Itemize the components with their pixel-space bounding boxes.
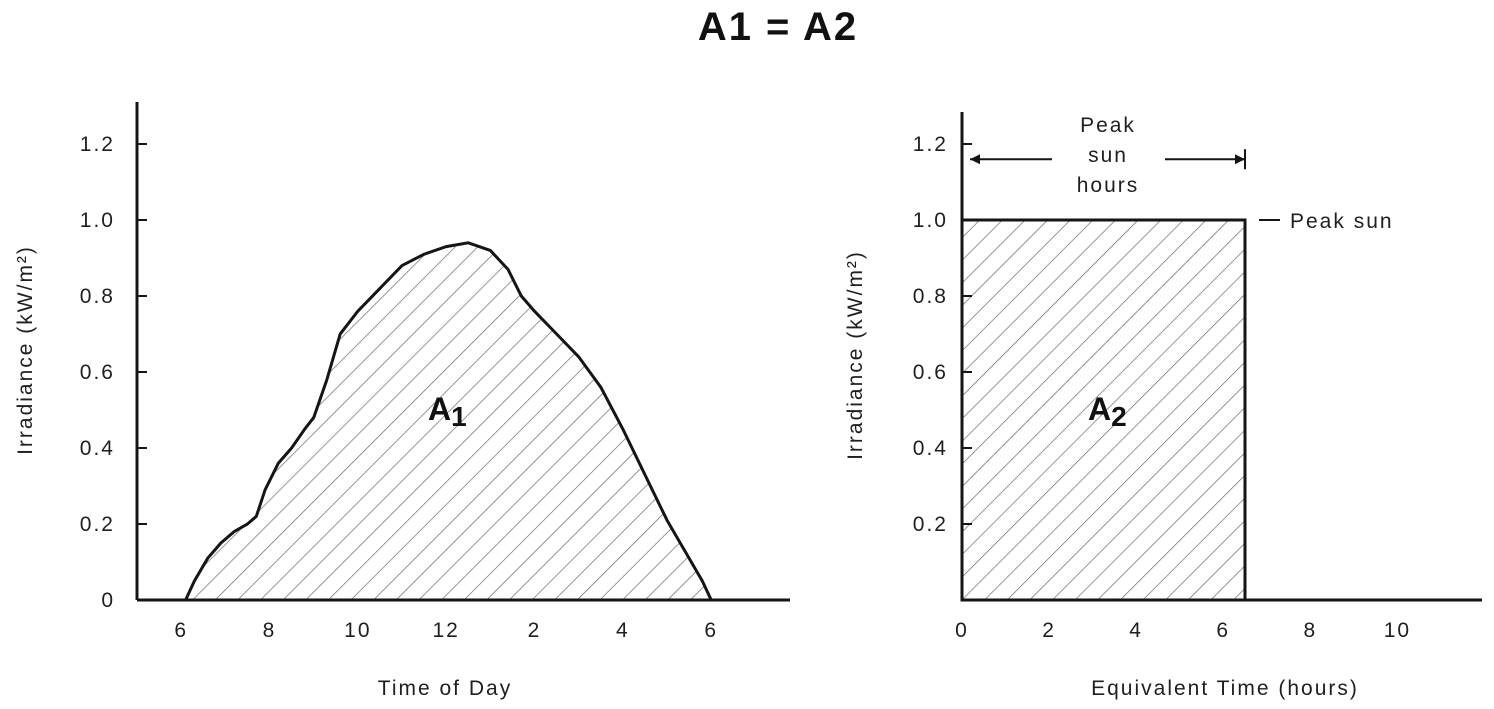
left-chart-x-tick-label: 4 [616, 619, 630, 642]
right-chart-x-ticks: 0 2 4 6 8 10 [955, 619, 1411, 642]
left-chart-area-label-letter: A [428, 391, 451, 427]
left-chart-y-tick-label: 0.8 [80, 285, 115, 308]
right-chart-y-ticks: 0.2 0.4 0.6 0.8 1.0 1.2 [913, 133, 972, 536]
right-chart-y-tick-label: 0.4 [913, 437, 948, 460]
left-chart-y-tick-label: 1.0 [80, 209, 115, 232]
left-chart-x-tick-label: 2 [528, 619, 542, 642]
right-chart-y-tick-label: 1.0 [913, 209, 948, 232]
peak-sun-hours-arrowhead-right [1235, 154, 1245, 165]
figure-title: A1 = A2 [698, 5, 858, 49]
left-chart: 0 0.2 0.4 0.6 0.8 1.0 1.2 6 8 10 12 2 4 6 Time of Da… [14, 102, 790, 700]
left-chart-irradiance-area [183, 241, 714, 602]
left-chart-x-tick-label: 6 [174, 619, 188, 642]
left-chart-x-tick-label: 6 [704, 619, 718, 642]
peak-sun-hours-label-line-2: sun [1088, 144, 1128, 167]
left-chart-x-tick-label: 10 [344, 619, 371, 642]
right-chart-area-label-subscript: 2 [1111, 401, 1127, 432]
left-chart-x-tick-label: 12 [432, 619, 459, 642]
left-chart-y-tick-label: 0.2 [80, 513, 115, 536]
right-chart-x-tick-label: 4 [1129, 619, 1143, 642]
left-chart-y-tick-label: 1.2 [80, 133, 115, 156]
left-chart-area-label-subscript: 1 [451, 401, 467, 432]
right-chart-y-tick-label: 0.8 [913, 285, 948, 308]
left-chart-y-ticks: 0 0.2 0.4 0.6 0.8 1.0 1.2 [80, 133, 147, 612]
left-chart-x-axis-title: Time of Day [378, 677, 512, 700]
right-chart-x-tick-label: 6 [1216, 619, 1230, 642]
right-chart: 0.2 0.4 0.6 0.8 1.0 1.2 0 2 4 6 8 10 Equivalent Ti… [844, 112, 1482, 700]
left-chart-x-ticks: 6 8 10 12 2 4 6 [174, 619, 718, 642]
peak-sun-hours-arrowhead-left [970, 154, 980, 165]
right-chart-y-axis-title: Irradiance (kW/m²) [844, 250, 867, 460]
left-chart-y-tick-label: 0.6 [80, 361, 115, 384]
left-chart-y-axis-title: Irradiance (kW/m²) [14, 245, 37, 455]
right-chart-y-tick-label: 0.6 [913, 361, 948, 384]
left-chart-x-tick-label: 8 [263, 619, 277, 642]
right-chart-x-tick-label: 10 [1384, 619, 1411, 642]
left-chart-y-tick-label: 0.4 [80, 437, 115, 460]
right-chart-x-axis-title: Equivalent Time (hours) [1091, 677, 1359, 700]
right-chart-area-label: A2 [1088, 391, 1127, 432]
right-chart-x-tick-label: 8 [1303, 619, 1317, 642]
left-chart-area-label: A1 [428, 391, 467, 432]
peak-sun-hours-dimension-arrow [970, 149, 1246, 170]
peak-sun-label: Peak sun [1290, 210, 1394, 233]
right-chart-area-label-letter: A [1088, 391, 1111, 427]
peak-sun-hours-label-line-3: hours [1077, 174, 1140, 197]
peak-sun-hours-label-line-1: Peak [1080, 114, 1136, 137]
right-chart-y-tick-label: 0.2 [913, 513, 948, 536]
right-chart-y-tick-label: 1.2 [913, 133, 948, 156]
right-chart-x-tick-label: 0 [955, 619, 969, 642]
left-chart-y-tick-label: 0 [101, 589, 115, 612]
right-chart-x-tick-label: 2 [1042, 619, 1056, 642]
